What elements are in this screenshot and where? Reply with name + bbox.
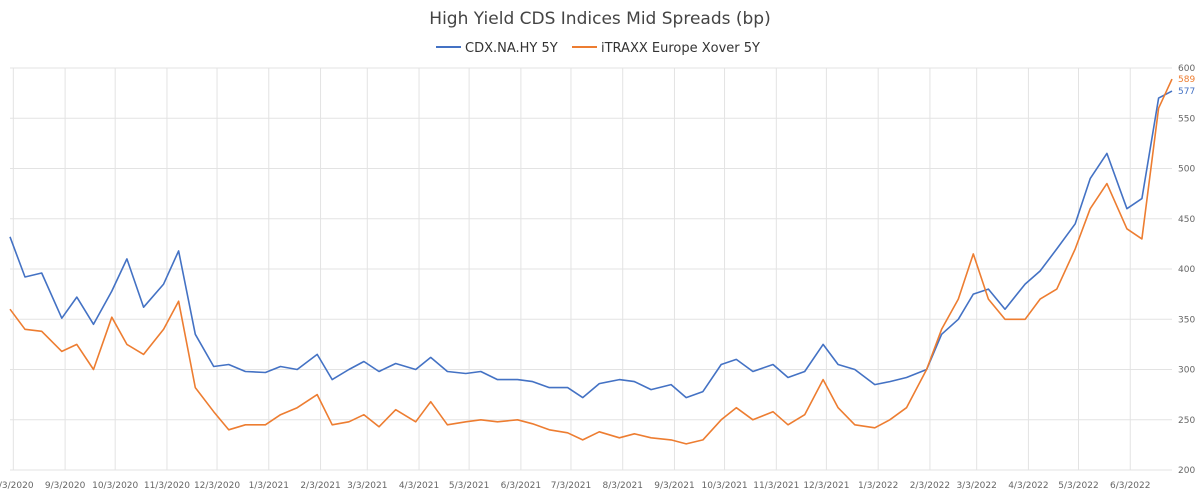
y-tick-label: 550 <box>1178 114 1195 124</box>
x-tick-label: 5/3/2022 <box>1058 481 1098 491</box>
series-lines <box>9 78 1173 445</box>
end-value-label: 589 <box>1178 75 1195 85</box>
y-tick-label: 350 <box>1178 315 1195 325</box>
x-tick-label: 4/3/2021 <box>399 481 439 491</box>
series-line-itraxx <box>9 78 1173 445</box>
x-tick-label: 9/3/2021 <box>654 481 694 491</box>
x-tick-label: 10/3/2021 <box>701 481 747 491</box>
x-tick-label: 2/3/2021 <box>300 481 340 491</box>
x-tick-label: 11/3/2021 <box>753 481 799 491</box>
series-line-cdx <box>9 90 1173 399</box>
x-tick-label: 3/3/2022 <box>956 481 996 491</box>
x-tick-label: 6/3/2022 <box>1110 481 1150 491</box>
y-tick-label: 300 <box>1178 366 1195 376</box>
chart-title: High Yield CDS Indices Mid Spreads (bp) <box>429 9 770 29</box>
x-tick-label: 5/3/2021 <box>449 481 489 491</box>
x-tick-label: 1/3/2021 <box>249 481 289 491</box>
y-tick-label: 500 <box>1178 165 1195 175</box>
x-tick-label: 1/3/2022 <box>858 481 898 491</box>
legend: CDX.NA.HY 5Y iTRAXX Europe Xover 5Y <box>436 41 760 56</box>
x-axis: 8/3/2020 9/3/2020 10/3/2020 11/3/2020 12/3/2… <box>0 481 1150 491</box>
y-tick-label: 200 <box>1178 466 1195 476</box>
x-tick-label: 7/3/2021 <box>551 481 591 491</box>
x-tick-label: 8/3/2021 <box>603 481 643 491</box>
end-value-label: 577 <box>1178 87 1195 97</box>
x-tick-label: 2/3/2022 <box>910 481 950 491</box>
y-tick-label: 250 <box>1178 416 1195 426</box>
x-tick-label: 3/3/2021 <box>347 481 387 491</box>
legend-label-cdx: CDX.NA.HY 5Y <box>465 41 558 56</box>
x-tick-label: 6/3/2021 <box>501 481 541 491</box>
y-axis: 200 250 300 350 400 450 500 550 600 <box>1178 64 1195 476</box>
grid <box>10 67 1172 471</box>
x-tick-label: 12/3/2021 <box>803 481 849 491</box>
x-tick-label: 10/3/2020 <box>92 481 138 491</box>
y-tick-label: 450 <box>1178 215 1195 225</box>
x-tick-label: 12/3/2020 <box>194 481 240 491</box>
y-tick-label: 600 <box>1178 64 1195 74</box>
x-tick-label: 8/3/2020 <box>0 481 34 491</box>
x-tick-label: 4/3/2022 <box>1008 481 1048 491</box>
y-tick-label: 400 <box>1178 265 1195 275</box>
legend-label-itraxx: iTRAXX Europe Xover 5Y <box>601 41 760 56</box>
x-tick-label: 11/3/2020 <box>144 481 190 491</box>
x-tick-label: 9/3/2020 <box>45 481 86 491</box>
